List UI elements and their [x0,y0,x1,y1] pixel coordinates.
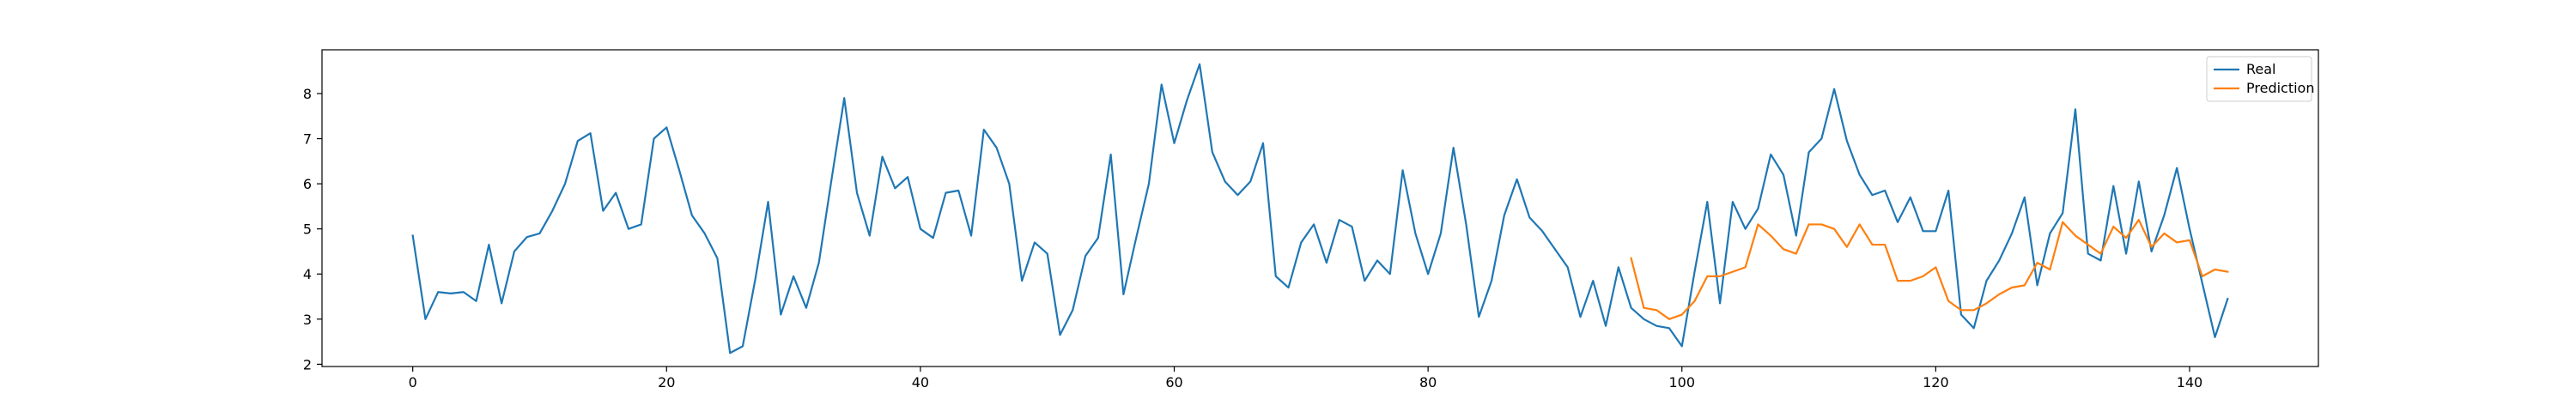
x-tick-label: 60 [1165,374,1182,391]
y-tick-label: 7 [303,131,312,148]
x-tick-label: 120 [1923,374,1949,391]
x-tick-label: 40 [912,374,929,391]
x-tick-label: 80 [1419,374,1437,391]
x-tick-label: 140 [2177,374,2203,391]
x-tick-label: 100 [1668,374,1695,391]
legend-label-prediction: Prediction [2246,80,2314,96]
legend: Real Prediction [2206,56,2314,102]
y-tick-label: 6 [303,176,312,192]
y-tick-label: 4 [303,266,312,282]
y-tick-label: 2 [303,356,312,373]
plot-area [411,63,2229,354]
legend-label-real: Real [2246,61,2276,77]
axes: 0 20 40 60 80 100 120 140 2 3 4 5 6 7 8 [303,49,2319,391]
series-line-prediction [1630,219,2229,320]
y-tick-label: 8 [303,86,312,102]
x-tick-label: 20 [658,374,675,391]
series-line-real [411,63,2229,354]
legend-box [2206,56,2312,102]
y-tick-label: 3 [303,312,312,328]
x-tick-label: 0 [409,374,417,391]
axes-frame [321,49,2319,367]
y-tick-label: 5 [303,221,312,238]
